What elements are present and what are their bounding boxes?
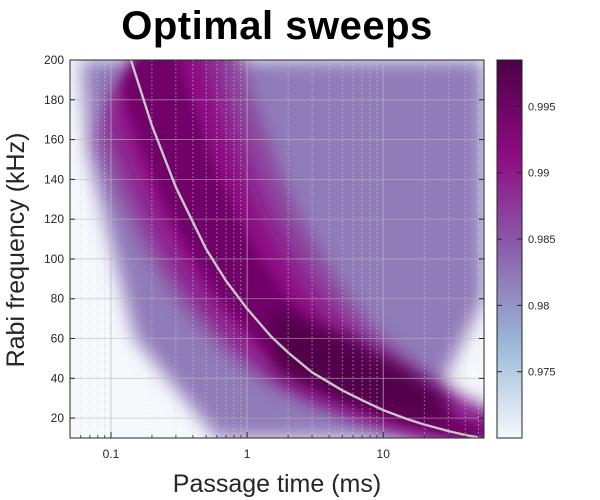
y-tick-label: 200 (44, 53, 64, 67)
x-tick-label: 0.1 (103, 447, 120, 461)
colorbar-tick-label: 0.995 (528, 101, 556, 113)
axes: 0.1 1 10 20 40 60 80 100 120 140 160 180 200 (44, 53, 484, 461)
x-axis-label: Passage time (ms) (172, 470, 382, 498)
y-tick-label: 80 (51, 292, 65, 306)
optimal-curve-line (129, 60, 480, 438)
y-tick-label: 20 (51, 411, 65, 425)
colorbar-tick-label: 0.98 (528, 300, 549, 312)
grid (70, 60, 484, 438)
chart-title: Optimal sweeps (121, 4, 433, 48)
y-tick-label: 180 (44, 93, 64, 107)
y-tick-label: 160 (44, 133, 64, 147)
y-tick-label: 140 (44, 172, 64, 186)
optimal-curve (129, 60, 480, 438)
colorbar-gradient (496, 59, 523, 439)
x-tick-label: 10 (377, 447, 391, 461)
field-peak (271, 308, 449, 423)
x-tick-label: 1 (244, 447, 251, 461)
colorbar: 0.975 0.98 0.985 0.99 0.995 (496, 59, 556, 439)
y-tick-label: 40 (51, 371, 65, 385)
y-axis-label: Rabi frequency (kHz) (2, 132, 30, 368)
y-tick-label: 60 (51, 332, 65, 346)
plot-frame (69, 59, 485, 439)
y-tick-label: 120 (44, 212, 64, 226)
colorbar-tick-label: 0.985 (528, 234, 556, 246)
colorbar-tick-label: 0.975 (528, 367, 556, 379)
colorbar-tick-label: 0.99 (528, 168, 549, 180)
y-tick-label: 100 (44, 252, 64, 266)
